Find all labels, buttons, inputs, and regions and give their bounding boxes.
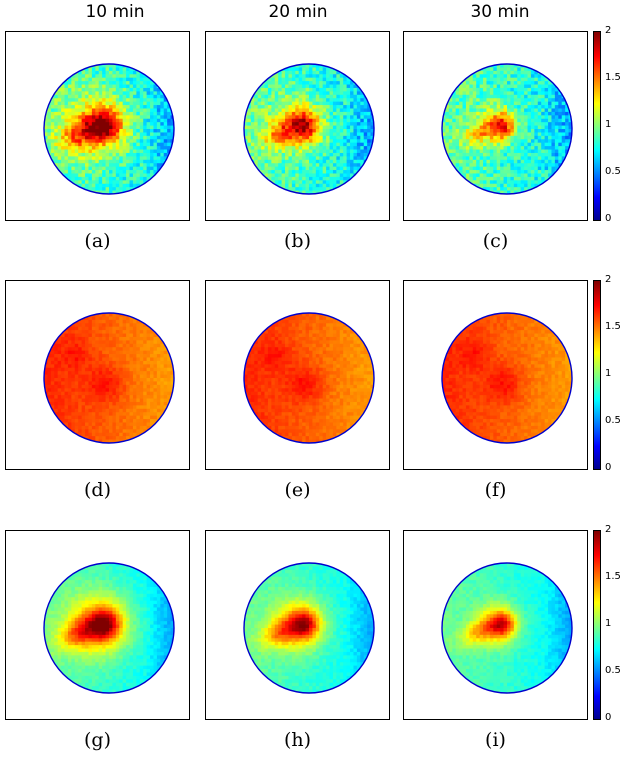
domain-boundary — [243, 312, 375, 444]
panel-d — [5, 280, 190, 470]
column-title-20min: 20 min — [268, 2, 328, 22]
caption-b: (b) — [284, 230, 311, 252]
colorbar-tick-label: 0.5 — [605, 665, 621, 676]
panel-h — [205, 530, 390, 720]
field-map — [243, 312, 375, 444]
colorbar-tick-label: 1 — [605, 368, 612, 379]
field-map — [43, 562, 175, 694]
field-map — [43, 312, 175, 444]
domain-boundary — [441, 312, 573, 444]
caption-h: (h) — [283, 729, 312, 751]
colorbar-tick-label: 1.5 — [605, 72, 621, 83]
colorbar-tick-label: 1 — [605, 618, 612, 629]
caption-d: (d) — [84, 479, 111, 501]
field-map — [243, 562, 375, 694]
caption-e: (e) — [284, 479, 311, 501]
colorbar-row2 — [593, 280, 601, 470]
domain-boundary — [243, 63, 375, 195]
caption-a: (a) — [84, 230, 111, 252]
domain-boundary — [43, 312, 175, 444]
column-title-10min: 10 min — [85, 2, 145, 22]
column-title-30min: 30 min — [470, 2, 530, 22]
field-map — [441, 562, 573, 694]
colorbar-tick-label: 2 — [605, 524, 612, 535]
colorbar-tick-label: 0 — [605, 462, 612, 473]
panel-e — [205, 280, 390, 470]
domain-boundary — [441, 562, 573, 694]
caption-i: (i) — [485, 729, 506, 751]
colorbar-tick-label: 0.5 — [605, 166, 621, 177]
caption-g: (g) — [84, 729, 111, 751]
colorbar-tick-label: 0 — [605, 712, 612, 723]
panel-f — [403, 280, 588, 470]
domain-boundary — [441, 63, 573, 195]
domain-boundary — [43, 562, 175, 694]
panel-b — [205, 31, 390, 221]
field-map — [243, 63, 375, 195]
panel-g — [5, 530, 190, 720]
colorbar-tick-label: 1 — [605, 119, 612, 130]
field-map — [441, 312, 573, 444]
colorbar-row3 — [593, 530, 601, 720]
colorbar-tick-label: 2 — [605, 274, 612, 285]
colorbar-tick-label: 0.5 — [605, 415, 621, 426]
panel-i — [403, 530, 588, 720]
domain-boundary — [43, 63, 175, 195]
colorbar-tick-label: 1.5 — [605, 321, 621, 332]
colorbar-row1 — [593, 31, 601, 221]
caption-c: (c) — [482, 230, 509, 252]
field-map — [441, 63, 573, 195]
panel-c — [403, 31, 588, 221]
field-map — [43, 63, 175, 195]
panel-a — [5, 31, 190, 221]
domain-boundary — [243, 562, 375, 694]
caption-f: (f) — [484, 479, 507, 501]
colorbar-tick-label: 2 — [605, 25, 612, 36]
colorbar-tick-label: 1.5 — [605, 571, 621, 582]
colorbar-tick-label: 0 — [605, 213, 612, 224]
